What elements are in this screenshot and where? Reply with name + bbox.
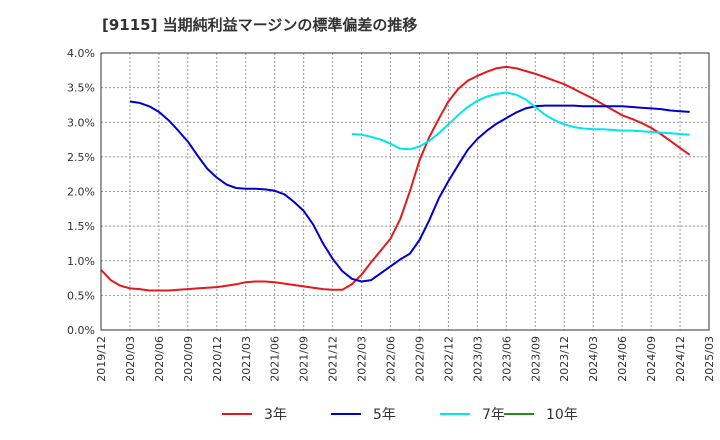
x-tick-label: 2022/12: [442, 336, 455, 382]
y-tick-label: 1.5%: [67, 220, 95, 233]
x-tick-label: 2025/03: [703, 336, 716, 382]
x-tick-label: 2022/06: [385, 336, 398, 382]
chart-title: [9115] 当期純利益マージンの標準偏差の推移: [102, 16, 418, 34]
x-tick-label: 2023/12: [558, 336, 571, 382]
x-tick-label: 2020/03: [124, 336, 137, 382]
series-line-7年: [351, 91, 690, 151]
plot-frame: [100, 52, 710, 331]
x-tick-label: 2024/03: [587, 336, 600, 382]
x-tick-label: 2023/09: [529, 336, 542, 382]
y-tick-labels: 0.0% 0.5% 1.0% 1.5% 2.0% 2.5% 3.0% 3.5% 4.0%: [67, 47, 95, 337]
series-line-5年: [129, 100, 690, 283]
x-tick-label: 2021/03: [240, 336, 253, 382]
x-tick-label: 2024/09: [645, 336, 658, 382]
y-tick-label: 2.5%: [67, 151, 95, 164]
x-tick-label: 2020/09: [182, 336, 195, 382]
x-tick-label: 2022/03: [356, 336, 369, 382]
x-tick-label: 2020/12: [211, 336, 224, 382]
legend-label: 10年: [546, 407, 578, 423]
y-tick-label: 0.0%: [67, 324, 95, 337]
legend: 3年 5年 7年 10年: [222, 407, 578, 423]
x-tick-label: 2021/12: [327, 336, 340, 382]
legend-label: 5年: [373, 407, 396, 423]
legend-label: 3年: [264, 407, 287, 423]
x-tick-label: 2019/12: [95, 336, 108, 382]
y-tick-label: 4.0%: [67, 47, 95, 60]
series-lines: [100, 65, 691, 292]
x-tick-label: 2023/06: [500, 336, 513, 382]
y-tick-label: 0.5%: [67, 289, 95, 302]
series-line-3年: [100, 65, 691, 292]
x-tick-label: 2024/06: [616, 336, 629, 382]
y-tick-label: 2.0%: [67, 186, 95, 199]
x-tick-label: 2021/09: [298, 336, 311, 382]
x-tick-label: 2022/09: [413, 336, 426, 382]
legend-label: 7年: [482, 407, 505, 423]
x-tick-label: 2023/03: [471, 336, 484, 382]
x-tick-label: 2020/06: [153, 336, 166, 382]
y-tick-label: 3.0%: [67, 116, 95, 129]
y-tick-label: 3.5%: [67, 82, 95, 95]
x-tick-label: 2024/12: [674, 336, 687, 382]
x-tick-labels: 2019/12 2020/03 2020/06 2020/09 2020/12 2021/…: [95, 336, 716, 382]
x-tick-label: 2021/06: [269, 336, 282, 382]
y-tick-label: 1.0%: [67, 255, 95, 268]
